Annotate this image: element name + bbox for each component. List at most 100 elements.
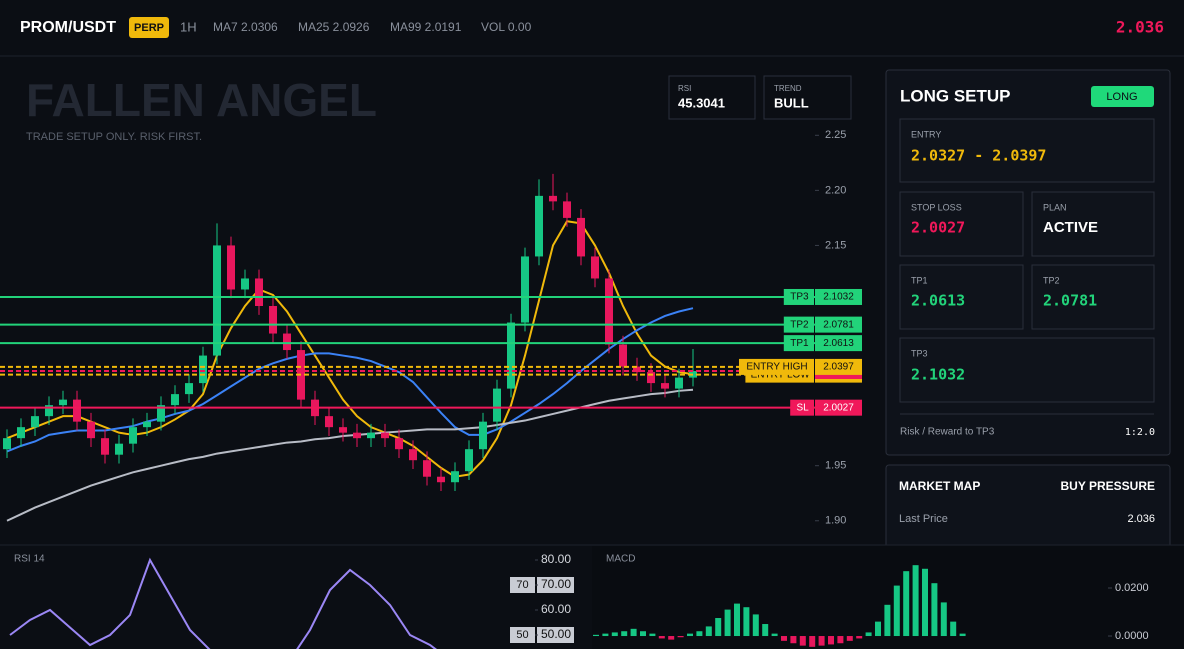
ma25-stat: MA25 2.0926 bbox=[298, 20, 370, 34]
tp1-label: TP1 bbox=[911, 275, 928, 285]
plan-label: PLAN bbox=[1043, 202, 1067, 212]
macd-bar bbox=[790, 636, 797, 644]
level-box-label: 70 bbox=[516, 579, 528, 591]
candle-body bbox=[535, 195, 543, 257]
candle-body bbox=[157, 405, 165, 422]
macd-bar bbox=[762, 624, 769, 637]
sl-card bbox=[899, 191, 1024, 257]
candle-body bbox=[59, 399, 67, 406]
header: PROM/USDT PERP 1H MA7 2.0306 MA25 2.0926… bbox=[0, 17, 1184, 57]
market-map-title: MARKET MAP bbox=[899, 479, 980, 493]
macd-bar bbox=[950, 621, 957, 637]
macd-bar bbox=[809, 636, 816, 647]
candle-body bbox=[465, 449, 473, 472]
candle-body bbox=[353, 432, 361, 439]
tp3-value: 2.1032 bbox=[911, 366, 965, 384]
macd-bar bbox=[696, 631, 703, 637]
level-name-box bbox=[783, 316, 814, 333]
level-value: 2.0781 bbox=[823, 319, 854, 330]
candle-body bbox=[409, 449, 417, 461]
candle-body bbox=[87, 421, 95, 439]
candle-body bbox=[591, 256, 599, 279]
macd-bar bbox=[884, 604, 891, 637]
macd-bar bbox=[649, 633, 656, 637]
macd-bar bbox=[771, 633, 778, 637]
level-name: TP2 bbox=[790, 319, 809, 330]
level-name-box bbox=[739, 358, 814, 375]
tp2-card bbox=[1031, 264, 1155, 330]
sl-label: STOP LOSS bbox=[911, 202, 962, 212]
long-badge-text: LONG bbox=[1106, 91, 1137, 103]
candle-body bbox=[521, 256, 529, 323]
vol-stat: VOL 0.00 bbox=[481, 20, 532, 34]
level-name: TP3 bbox=[790, 292, 809, 303]
macd-bar bbox=[940, 602, 947, 637]
last-price-label: Last Price bbox=[899, 513, 948, 525]
candle-body bbox=[171, 394, 179, 406]
candle-body bbox=[493, 388, 501, 422]
entry-label: ENTRY bbox=[911, 129, 941, 139]
candle-body bbox=[619, 344, 627, 367]
macd-bar bbox=[828, 636, 834, 645]
macd-bar bbox=[668, 636, 675, 640]
y-tick-label: 70.00 bbox=[541, 577, 571, 591]
macd-title: MACD bbox=[606, 554, 635, 565]
tagline: TRADE SETUP ONLY. RISK FIRST. bbox=[26, 131, 202, 143]
level-value-box bbox=[815, 335, 862, 352]
plan-value: ACTIVE bbox=[1043, 219, 1098, 236]
level-name-box bbox=[790, 399, 814, 416]
level-value: 2.0027 bbox=[823, 402, 854, 413]
macd-bar bbox=[593, 634, 599, 637]
level-value: 2.0613 bbox=[823, 338, 854, 349]
macd-bar bbox=[781, 636, 787, 641]
level-box bbox=[510, 577, 535, 593]
rsi-box-label: RSI bbox=[678, 84, 691, 93]
candle-body bbox=[255, 278, 263, 307]
candle-body bbox=[633, 366, 641, 373]
candle-body bbox=[17, 427, 25, 439]
level-name-box bbox=[783, 335, 814, 352]
level-value-box bbox=[815, 316, 862, 333]
candle-body bbox=[605, 278, 613, 345]
macd-bar bbox=[837, 636, 844, 644]
last-price: 2.036 bbox=[1116, 18, 1164, 37]
candle-body bbox=[101, 438, 109, 455]
macd-bar bbox=[856, 636, 863, 639]
symbol: PROM/USDT bbox=[20, 19, 116, 36]
rsi-box bbox=[668, 75, 756, 120]
candle-body bbox=[647, 372, 655, 384]
level-name: SL bbox=[796, 402, 809, 413]
level-tick-box bbox=[537, 627, 574, 643]
y-tick-label: 2.15 bbox=[825, 239, 846, 251]
level-value: 2.1032 bbox=[823, 292, 854, 303]
candle-body bbox=[31, 416, 39, 428]
y-tick-label: 0.0000 bbox=[1115, 630, 1149, 642]
watermark: FALLEN ANGEL bbox=[26, 74, 377, 126]
candle-body bbox=[507, 322, 515, 389]
sl-value: 2.0027 bbox=[911, 219, 965, 237]
candle-body bbox=[115, 443, 123, 455]
candle-body bbox=[185, 383, 193, 395]
ma99-stat: MA99 2.0191 bbox=[390, 20, 462, 34]
candle-body bbox=[269, 306, 277, 334]
rsi-axis: 80.00 70.00 60.00 50.00 70 50 bbox=[510, 552, 574, 643]
macd-bar bbox=[658, 636, 665, 639]
ma7-stat: MA7 2.0306 bbox=[213, 20, 278, 34]
macd-bar bbox=[922, 568, 928, 637]
trend-box-value: BULL bbox=[774, 95, 809, 110]
interval[interactable]: 1H bbox=[180, 19, 197, 34]
macd-bar bbox=[959, 633, 966, 637]
plan-card bbox=[1031, 191, 1155, 257]
candle-body bbox=[661, 383, 669, 389]
level-name: ENTRY HIGH bbox=[746, 362, 807, 373]
candle-body bbox=[339, 427, 347, 433]
last-price-value: 2.036 bbox=[1127, 513, 1155, 525]
moving-average bbox=[6, 307, 694, 453]
macd-bar bbox=[799, 636, 806, 646]
perp-text: PERP bbox=[134, 22, 164, 34]
price-chart bbox=[0, 173, 815, 522]
y-tick-label: 1.90 bbox=[825, 515, 846, 527]
macd-bar bbox=[903, 571, 910, 637]
candle-body bbox=[437, 476, 445, 483]
y-tick-label: 50.00 bbox=[541, 627, 571, 641]
